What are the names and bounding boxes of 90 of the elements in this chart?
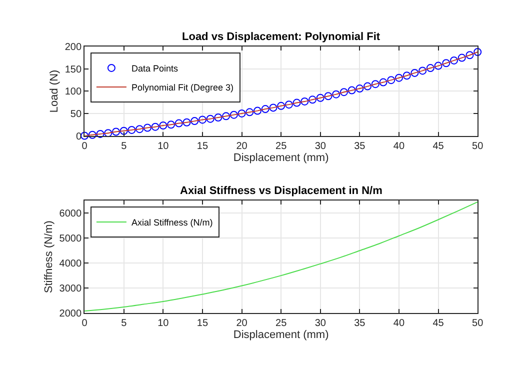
x-tick-label: 10: [158, 140, 170, 152]
point: [246, 108, 254, 116]
y-tick-label: 0: [76, 131, 82, 142]
x-tick-label: 5: [121, 140, 128, 152]
chart-title: Load vs Displacement: Polynomial Fit: [182, 31, 380, 43]
x-tick-label: 50: [472, 318, 484, 330]
point: [394, 74, 403, 82]
x-tick-label: 20: [236, 318, 248, 330]
point: [222, 112, 230, 120]
x-tick-label: 25: [276, 318, 288, 330]
point: [426, 64, 434, 72]
point: [112, 128, 120, 136]
y-axis-title: Stiffness (N/m): [42, 220, 55, 294]
point: [230, 110, 238, 119]
y-tick-label: 6000: [59, 208, 82, 220]
point: [143, 124, 152, 132]
x-tick-label: 40: [393, 140, 405, 152]
x-tick-label: 50: [472, 140, 484, 152]
point: [151, 122, 160, 131]
legend-label: Polynomial Fit (Degree 3): [131, 82, 234, 92]
x-tick-label: 45: [432, 318, 444, 330]
point: [356, 84, 364, 93]
point: [214, 113, 222, 122]
point: [182, 118, 191, 126]
x-tick-label: 40: [393, 318, 405, 330]
point: [402, 72, 411, 80]
y-tick-label: 150: [64, 64, 82, 76]
point: [254, 106, 262, 115]
x-tick-label: 30: [314, 140, 326, 152]
point: [434, 62, 442, 70]
x-tick-label: 25: [276, 140, 288, 152]
y-axis-title: Load (N): [48, 70, 61, 113]
x-tick-label: 35: [354, 140, 366, 152]
y-tick-label: 3000: [59, 284, 82, 295]
point: [332, 90, 340, 98]
x-tick-label: 20: [236, 140, 248, 152]
point: [410, 68, 419, 77]
y-tick-label: 200: [64, 42, 82, 54]
point: [340, 88, 348, 96]
point: [474, 48, 482, 56]
point: [450, 56, 458, 64]
y-tick-label: 50: [70, 108, 82, 120]
legend-label: Data Points: [131, 63, 178, 74]
point: [379, 78, 388, 86]
point: [466, 51, 474, 60]
x-axis-title: Displacement (mm): [233, 152, 329, 164]
y-tick-label: 5000: [59, 234, 82, 245]
point: [104, 129, 112, 138]
y-tick-label: 2000: [59, 308, 82, 320]
x-tick-label: 45: [432, 140, 444, 152]
point: [277, 102, 286, 110]
point: [167, 120, 176, 129]
x-tick-label: 30: [314, 318, 326, 330]
point: [269, 104, 278, 112]
x-tick-label: 10: [158, 318, 170, 330]
point: [96, 130, 104, 138]
point: [292, 98, 301, 107]
point: [238, 109, 246, 118]
point: [364, 82, 372, 90]
point: [442, 59, 450, 68]
point: [206, 114, 214, 123]
point: [159, 122, 168, 130]
point: [174, 119, 183, 128]
line-series: [84, 201, 478, 312]
y-tick-label: 4000: [59, 258, 82, 270]
point: [316, 94, 324, 102]
legend-label: Axial Stiffness (N/m): [131, 217, 213, 228]
point: [418, 66, 427, 75]
x-tick-label: 35: [354, 318, 366, 330]
x-axis-title: Displacement (mm): [233, 329, 329, 342]
point: [348, 86, 356, 94]
point: [120, 126, 128, 135]
point: [387, 76, 396, 84]
x-tick-label: 15: [196, 318, 208, 330]
point: [324, 92, 332, 100]
point: [371, 80, 380, 88]
x-tick-label: 15: [196, 140, 208, 152]
point: [190, 117, 199, 126]
point: [284, 100, 293, 109]
point: [88, 130, 96, 139]
point: [261, 105, 270, 114]
point: [128, 126, 136, 134]
point: [136, 125, 144, 134]
y-tick-label: 100: [64, 86, 82, 98]
point: [308, 96, 317, 104]
chart-title: Axial Stiffness vs Displacement in N/m: [180, 185, 383, 197]
point: [458, 54, 466, 62]
x-tick-label: 5: [121, 318, 128, 330]
point: [300, 97, 309, 106]
point: [198, 116, 206, 124]
